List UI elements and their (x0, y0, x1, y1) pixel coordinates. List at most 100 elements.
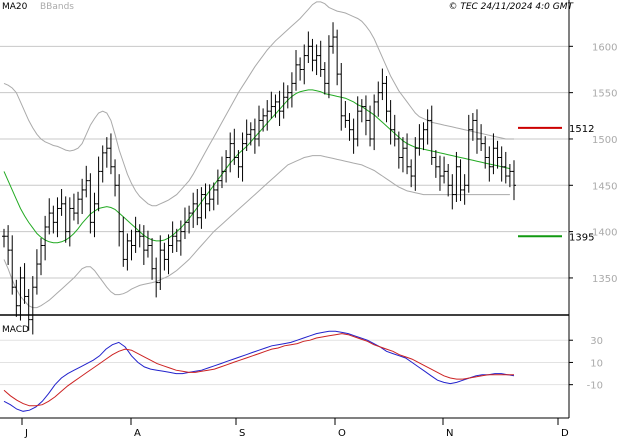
price-bar (76, 191, 81, 225)
price-bar (22, 263, 27, 304)
level-label-bg (567, 229, 591, 243)
macd-tick-label: -10 (587, 381, 603, 392)
price-bar (310, 38, 315, 72)
price-bar (252, 118, 257, 154)
price-bar (450, 174, 455, 210)
price-bar (187, 205, 192, 234)
price-tick-label: 1550 (592, 89, 617, 100)
price-bar (331, 22, 336, 54)
price-bar (417, 124, 422, 156)
price-bar (269, 91, 274, 119)
price-bar (298, 57, 303, 81)
price-bar (141, 225, 146, 265)
price-bars (2, 22, 516, 335)
price-bar (351, 118, 356, 154)
price-bar (474, 109, 479, 154)
price-bar (236, 150, 241, 178)
price-bar (178, 220, 183, 256)
price-bar (59, 189, 64, 216)
price-bar (277, 90, 282, 126)
price-bar (273, 94, 278, 118)
price-bar (2, 228, 6, 248)
price-bar (137, 224, 142, 248)
price-bar (63, 196, 68, 243)
price-bar (409, 159, 414, 188)
price-bar (294, 50, 299, 91)
price-bar (318, 40, 323, 77)
price-bar (376, 81, 381, 117)
price-y-tick-labels: 1350 1400 1450 1500 1550 1600 (569, 42, 617, 285)
price-bar (150, 238, 155, 280)
price-tick-label: 1400 (592, 228, 617, 239)
x-tick-label: A (134, 428, 141, 439)
price-bar (392, 114, 397, 147)
price-bar (368, 105, 373, 147)
price-bar (39, 238, 44, 276)
price-tick-label: 1350 (592, 274, 617, 285)
macd-panel: 30 10 -10 (0, 330, 603, 412)
price-bar (306, 31, 311, 63)
level-label: 1395 (569, 232, 594, 243)
macd-gridlines (0, 339, 569, 386)
bb-upper-line (3, 1, 514, 207)
price-bar (199, 187, 204, 229)
price-bar (67, 197, 72, 247)
price-bar (207, 184, 212, 212)
price-bar (145, 230, 150, 258)
price-bar (355, 96, 360, 147)
price-bar (162, 242, 167, 271)
macd-title: MACD (2, 325, 29, 335)
price-bar (421, 122, 426, 151)
price-bar (92, 192, 97, 238)
x-tick-label: N (446, 428, 453, 439)
price-gridlines (0, 45, 569, 279)
price-bar (289, 72, 294, 108)
price-bar (499, 146, 504, 182)
price-bar (322, 62, 327, 95)
x-tick-label: S (239, 428, 245, 439)
price-bar (96, 156, 101, 212)
price-bar (281, 82, 286, 119)
price-panel: 1512 1395 1350 1400 1450 1500 1550 1600 (0, 1, 617, 335)
price-bar (191, 192, 196, 228)
price-bar (113, 159, 118, 197)
price-bar (18, 266, 23, 321)
macd-y-tick-labels: 30 10 -10 (569, 336, 603, 392)
price-bar (133, 216, 138, 253)
price-bar (10, 235, 15, 295)
price-bar (261, 108, 266, 132)
price-tick-label: 1600 (592, 42, 617, 53)
price-bar (462, 174, 467, 205)
price-bar (80, 178, 85, 215)
price-bar (244, 119, 249, 152)
ma20-polyline (3, 89, 511, 244)
price-bar (380, 68, 385, 101)
macd-line (3, 330, 515, 412)
price-bar (129, 229, 134, 261)
price-bar (314, 44, 319, 76)
price-bar (507, 163, 512, 188)
price-bar (6, 225, 11, 265)
price-bar (265, 100, 270, 131)
price-bar (454, 151, 459, 202)
price-bar (257, 105, 261, 147)
price-bar (34, 249, 39, 295)
price-bar (182, 207, 187, 240)
price-levels: 1512 1395 (518, 120, 594, 243)
price-bar (503, 151, 508, 184)
price-bar (437, 155, 442, 191)
ma20-line (3, 89, 511, 244)
bb-lower-line (3, 155, 510, 309)
price-bar (429, 105, 434, 165)
price-bar (335, 29, 340, 86)
price-bar (211, 182, 216, 211)
price-bar (396, 131, 401, 169)
price-bar (104, 137, 109, 168)
price-bar (88, 173, 93, 234)
bollinger-bands (3, 1, 514, 309)
price-bar (100, 145, 105, 183)
price-bar (108, 133, 113, 175)
price-bar (117, 174, 122, 247)
